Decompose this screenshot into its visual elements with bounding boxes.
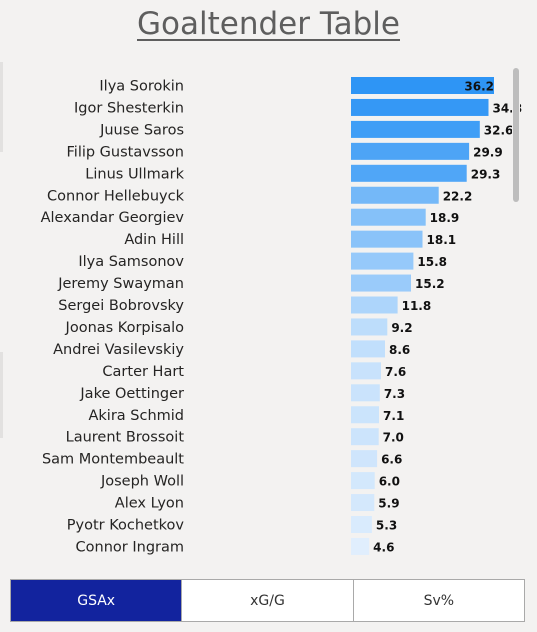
data-label: 15.2 [415, 277, 445, 291]
category-label: Adin Hill [124, 232, 184, 248]
bar[interactable] [351, 230, 423, 248]
data-label: 5.9 [378, 497, 399, 511]
category-label: Carter Hart [102, 364, 184, 380]
bar[interactable] [351, 164, 467, 182]
category-label: Alex Lyon [115, 496, 184, 512]
data-label: 15.8 [417, 255, 447, 269]
data-label: 9.2 [391, 321, 412, 335]
bar[interactable] [351, 406, 379, 424]
scrollbar-thumb[interactable] [513, 68, 519, 202]
bar[interactable] [351, 208, 426, 226]
category-label: Sergei Bobrovsky [58, 298, 184, 314]
bar[interactable] [351, 98, 489, 116]
bar[interactable] [351, 274, 411, 292]
bar[interactable] [351, 516, 372, 533]
data-label: 22.2 [443, 189, 473, 203]
category-label: Connor Hellebuyck [47, 188, 185, 204]
data-label: 7.6 [385, 365, 406, 379]
category-label: Jake Oettinger [79, 386, 184, 402]
bar[interactable] [351, 472, 375, 490]
bar[interactable] [351, 186, 439, 204]
metric-tabs: GSAx xG/G Sv% [10, 579, 525, 622]
data-label: 5.3 [376, 519, 397, 533]
bar[interactable] [351, 494, 375, 512]
category-label: Ilya Samsonov [78, 254, 184, 270]
tab-save-percentage[interactable]: Sv% [353, 580, 524, 621]
data-label: 7.1 [383, 409, 404, 423]
category-label: Ilya Sorokin [99, 79, 184, 95]
category-label: Pyotr Kochetkov [67, 518, 185, 534]
category-label: Alexandar Georgiev [41, 210, 185, 226]
bar-chart: Ilya Sorokin 36.2 Igor Shesterkin 34.8 Juuse… [0, 60, 537, 565]
category-label: Linus Ullmark [85, 166, 184, 182]
bar[interactable] [351, 537, 370, 555]
data-label: 29.3 [471, 167, 501, 181]
bar[interactable] [351, 252, 414, 270]
bar[interactable] [351, 362, 381, 380]
data-label: 36.2 [464, 80, 494, 94]
tab-gsax[interactable]: GSAx [11, 580, 183, 621]
category-label: Akira Schmid [88, 408, 184, 424]
bar[interactable] [351, 296, 398, 314]
category-label: Andrei Vasilevskiy [53, 342, 184, 358]
category-label: Laurent Brossoit [66, 430, 185, 446]
bar[interactable] [351, 450, 378, 468]
data-label: 7.0 [383, 431, 404, 445]
bar[interactable] [351, 142, 470, 160]
data-label: 29.9 [473, 145, 503, 159]
category-label: Filip Gustavsson [67, 144, 185, 160]
bar[interactable] [351, 318, 388, 336]
data-label: 18.1 [427, 233, 457, 247]
category-label: Jeremy Swayman [57, 276, 184, 292]
chart-title: Goaltender Table [137, 6, 400, 42]
data-label: 6.6 [381, 453, 402, 467]
category-label: Connor Ingram [76, 539, 184, 555]
data-label: 11.8 [402, 299, 432, 313]
bar[interactable] [351, 428, 379, 446]
bar[interactable] [351, 120, 480, 138]
category-label: Joonas Korpisalo [65, 320, 185, 336]
category-label: Juuse Saros [99, 122, 184, 138]
bar[interactable] [351, 384, 380, 402]
left-edge-marker [0, 352, 3, 438]
bar[interactable] [351, 340, 385, 358]
data-label: 7.3 [384, 387, 405, 401]
data-label: 4.6 [373, 540, 394, 554]
data-label: 8.6 [389, 343, 410, 357]
data-label: 18.9 [430, 211, 460, 225]
data-label: 6.0 [379, 475, 400, 489]
category-label: Sam Montembeault [42, 452, 184, 468]
category-label: Joseph Woll [100, 474, 184, 490]
tab-xg-per-game[interactable]: xG/G [182, 580, 354, 621]
category-label: Igor Shesterkin [74, 100, 184, 116]
left-edge-marker [0, 62, 3, 152]
data-label: 32.6 [484, 123, 514, 137]
chart-scrollbar[interactable] [512, 68, 520, 562]
bar[interactable] [351, 77, 494, 94]
